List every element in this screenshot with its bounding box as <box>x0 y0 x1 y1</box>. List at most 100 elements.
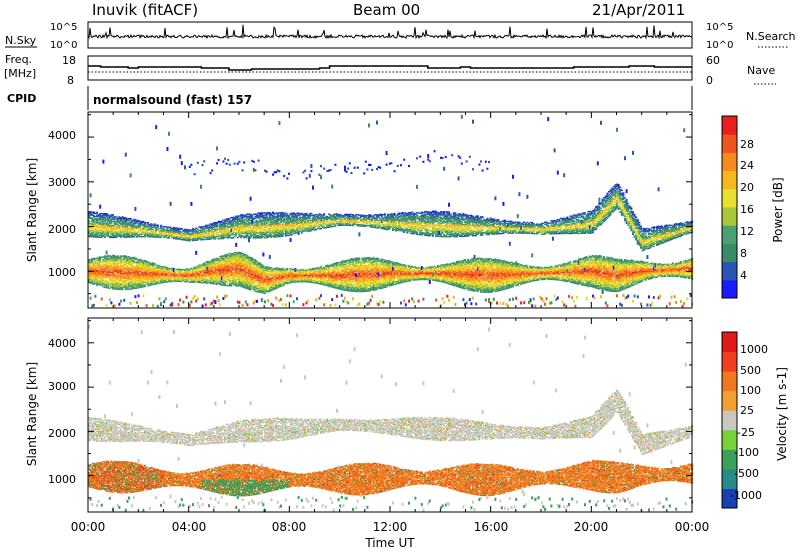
power-cell <box>201 230 204 232</box>
power-cell <box>136 233 138 236</box>
power-cell <box>128 282 130 285</box>
power-cell <box>105 262 108 264</box>
power-cell <box>128 233 130 235</box>
power-cell <box>142 261 145 263</box>
power-cell <box>193 295 196 299</box>
power-cell <box>219 279 222 282</box>
power-cell <box>217 221 220 224</box>
power-cell <box>123 233 126 235</box>
power-cell <box>147 267 150 270</box>
power-cell <box>209 261 212 263</box>
power-cell <box>113 216 116 218</box>
power-cell <box>94 258 97 260</box>
power-cell <box>110 214 113 216</box>
power-cell <box>196 279 199 281</box>
power-cell <box>105 225 108 228</box>
power-cell <box>222 276 225 279</box>
power-cell <box>144 228 146 230</box>
power-cell <box>108 258 111 260</box>
power-cell <box>92 271 95 274</box>
power-cell <box>192 227 194 230</box>
power-cell <box>203 262 206 265</box>
power-cell <box>184 228 186 231</box>
power-cell <box>286 294 289 298</box>
power-cell <box>108 278 111 281</box>
power-cell <box>102 227 105 230</box>
power-cell <box>105 257 108 260</box>
power-cell <box>168 131 170 136</box>
power-cell <box>110 266 113 268</box>
power-cell <box>220 220 223 223</box>
power-cell <box>102 219 105 221</box>
power-cell <box>168 226 170 228</box>
power-cell <box>118 261 121 264</box>
power-cell <box>147 268 150 271</box>
power-cell <box>163 270 166 273</box>
power-cell <box>89 266 92 268</box>
power-cell <box>200 276 202 278</box>
power-cell <box>156 304 159 308</box>
power-cell <box>163 269 166 272</box>
power-cell <box>196 281 199 284</box>
power-cell <box>121 280 124 282</box>
power-cell <box>281 303 284 307</box>
power-cell <box>104 275 106 278</box>
power-cell <box>126 235 129 237</box>
power-cell <box>305 212 308 215</box>
power-cell <box>166 267 169 269</box>
power-cell <box>145 281 148 283</box>
power-cell <box>203 234 206 236</box>
power-cell <box>110 219 113 221</box>
power-cell <box>222 282 225 284</box>
power-cell <box>304 169 306 172</box>
power-cell <box>216 221 218 224</box>
power-cell <box>107 214 110 216</box>
power-cell <box>147 269 150 272</box>
power-cell <box>102 234 105 236</box>
power-cell <box>132 262 135 264</box>
power-cell <box>155 233 158 235</box>
power-cell <box>161 277 164 280</box>
power-cell <box>102 218 105 220</box>
power-cell <box>115 274 118 276</box>
power-cell <box>97 281 100 284</box>
power-cell <box>110 233 113 235</box>
power-cell <box>131 226 134 228</box>
power-cell <box>116 267 119 269</box>
power-cell <box>209 237 212 239</box>
power-cell <box>152 262 154 264</box>
power-cell <box>153 231 156 234</box>
power-cell <box>132 270 135 273</box>
power-cell <box>136 262 138 265</box>
power-cell <box>140 263 143 266</box>
power-heatmap <box>88 114 694 308</box>
power-cell <box>123 236 126 238</box>
power-cell <box>220 221 223 224</box>
power-cell <box>188 234 191 237</box>
power-cell <box>275 296 278 300</box>
power-cell <box>201 234 204 237</box>
power-cell <box>116 286 119 288</box>
power-cell <box>142 274 145 276</box>
power-cell <box>196 269 199 272</box>
power-cell <box>142 275 145 277</box>
power-cell <box>105 303 108 307</box>
power-cell <box>105 270 108 273</box>
power-cell <box>121 283 124 285</box>
power-cell <box>195 250 198 255</box>
power-cell <box>206 260 209 263</box>
power-cell <box>163 274 166 276</box>
power-cell <box>169 271 172 273</box>
power-cell <box>217 299 220 303</box>
power-cell <box>116 272 119 274</box>
power-cell <box>121 232 124 234</box>
power-cell <box>148 275 151 278</box>
power-cell <box>136 235 138 238</box>
power-cell <box>129 283 132 286</box>
power-cell <box>91 280 94 283</box>
power-cell <box>201 266 204 269</box>
power-cell <box>185 275 188 278</box>
power-cell <box>156 280 159 283</box>
power-cell <box>124 236 127 238</box>
